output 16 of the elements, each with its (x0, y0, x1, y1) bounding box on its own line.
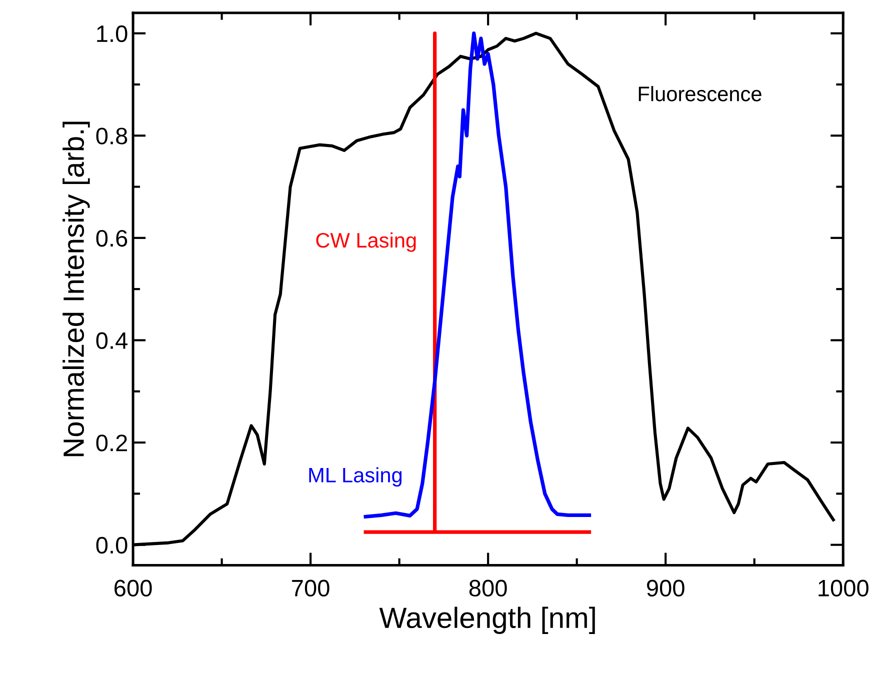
y-tick-label: 0.2 (96, 434, 127, 452)
series-label: ML Lasing (309, 467, 402, 487)
y-tick-label: 0.0 (96, 536, 128, 554)
y-tick-label: 0.4 (96, 332, 128, 350)
series-label: CW Lasing (316, 232, 416, 252)
x-tick-label: 700 (292, 580, 330, 597)
x-axis-title: Wavelength [nm] (379, 606, 595, 634)
y-tick-label: 0.6 (96, 230, 128, 247)
x-tick-label: 600 (114, 580, 152, 597)
x-tick-label: 1000 (818, 580, 868, 597)
y-tick-label: 0.8 (96, 128, 128, 144)
y-axis-title: Normalized Intensity [arb.] (62, 122, 90, 456)
series-label: Fluorescence (638, 86, 762, 102)
x-tick-label: 800 (469, 580, 507, 597)
x-tick-label: 900 (647, 580, 684, 597)
y-tick-label: 1.0 (97, 25, 128, 42)
